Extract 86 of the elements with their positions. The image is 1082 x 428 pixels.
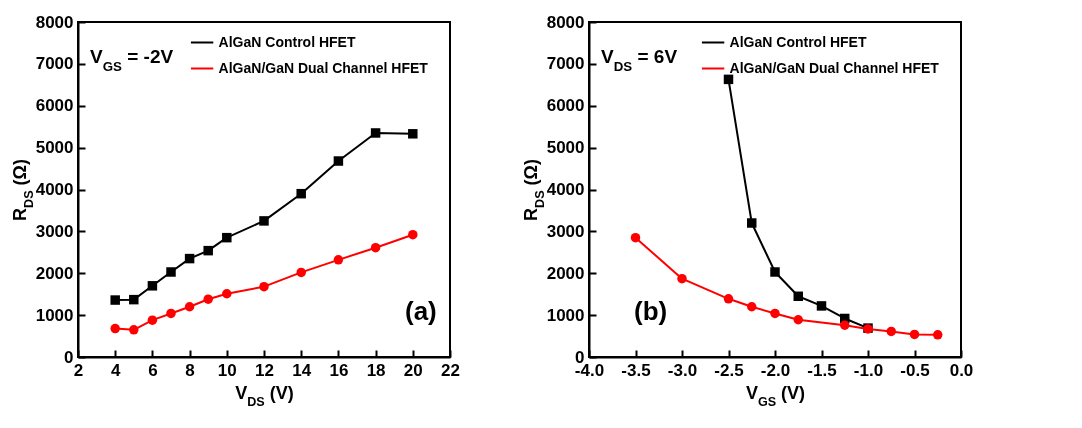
point <box>129 294 139 305</box>
y-tick-label: 6000 <box>546 96 585 116</box>
y-tick-label: 6000 <box>35 96 74 116</box>
point <box>222 289 232 299</box>
legend-label: AlGaN/GaN Dual Channel HFET <box>218 59 429 76</box>
x-tick-label: 22 <box>441 360 460 380</box>
point <box>203 294 213 304</box>
point <box>296 188 306 199</box>
point <box>677 273 687 284</box>
point <box>747 218 757 228</box>
point <box>166 267 176 277</box>
annotation: (b) <box>634 296 668 326</box>
y-tick-label: 3000 <box>546 221 585 241</box>
x-tick-label: -3.5 <box>621 360 651 380</box>
point <box>166 308 176 319</box>
x-tick-label: 10 <box>217 360 237 380</box>
x-axis-title: V$_{GS}$ (V) <box>745 382 806 409</box>
y-tick-label: 7000 <box>546 54 585 74</box>
point <box>110 295 120 305</box>
annotation: V$_{GS}$ = -2V <box>90 46 174 74</box>
x-tick-label: 0.0 <box>949 360 974 380</box>
x-tick-label: -3.0 <box>667 360 698 380</box>
point <box>222 232 232 243</box>
point <box>770 308 780 319</box>
point <box>408 129 418 139</box>
legend-label: AlGaN/GaN Dual Channel HFET <box>729 59 940 76</box>
x-tick-label: 8 <box>185 360 195 380</box>
y-tick-label: 1000 <box>546 305 585 325</box>
point <box>259 281 269 292</box>
y-tick-label: 3000 <box>35 221 74 241</box>
point <box>147 315 158 325</box>
x-tick-label: -2.0 <box>760 360 791 380</box>
point <box>370 242 381 253</box>
annotation: V$_{DS}$ = 6V <box>601 46 678 74</box>
point <box>333 255 344 265</box>
x-tick-label: 6 <box>148 360 158 380</box>
point <box>370 128 381 138</box>
point <box>723 294 734 304</box>
y-tick-label: 0 <box>575 347 585 367</box>
x-tick-label: 20 <box>403 360 423 380</box>
y-tick-label: 2000 <box>546 263 585 283</box>
y-tick-label: 5000 <box>546 138 585 158</box>
x-tick-label: 14 <box>292 360 312 380</box>
point <box>147 281 158 291</box>
x-tick-label: 16 <box>329 360 349 380</box>
x-tick-label: 4 <box>110 360 121 380</box>
point <box>793 291 803 302</box>
point <box>886 326 896 337</box>
y-tick-label: 5000 <box>35 138 74 158</box>
y-tick-label: 2000 <box>35 263 74 283</box>
x-tick-label: 18 <box>366 360 386 380</box>
annotation: (a) <box>405 296 437 326</box>
point <box>747 302 757 312</box>
y-tick-label: 7000 <box>35 54 74 74</box>
x-tick-label: -0.5 <box>900 360 930 380</box>
point <box>840 320 850 330</box>
x-tick-label: -2.5 <box>714 360 744 380</box>
point <box>408 229 418 240</box>
legend-label: AlGaN Control HFET <box>729 33 867 50</box>
y-tick-label: 1000 <box>35 305 74 325</box>
point <box>184 253 195 264</box>
point <box>184 302 195 312</box>
x-tick-label: -1.0 <box>853 360 884 380</box>
x-axis-title: V$_{DS}$ (V) <box>235 382 294 409</box>
point <box>259 216 269 226</box>
point <box>770 267 780 277</box>
x-tick-label: -1.5 <box>807 360 837 380</box>
y-tick-label: 4000 <box>546 180 585 199</box>
point <box>909 329 920 340</box>
legend-label: AlGaN Control HFET <box>218 33 356 50</box>
y-tick-label: 8000 <box>546 12 585 32</box>
point <box>723 74 734 85</box>
point <box>203 245 213 256</box>
point <box>296 267 306 278</box>
point <box>333 156 344 166</box>
y-tick-label: 4000 <box>35 180 74 199</box>
y-tick-label: 8000 <box>35 12 74 32</box>
point <box>630 232 641 243</box>
point <box>816 301 827 311</box>
point <box>110 323 120 334</box>
y-tick-label: 0 <box>64 347 74 367</box>
point <box>129 325 139 335</box>
point <box>933 330 943 340</box>
x-tick-label: 12 <box>255 360 274 380</box>
x-tick-label: 2 <box>73 360 84 380</box>
point <box>793 315 803 325</box>
